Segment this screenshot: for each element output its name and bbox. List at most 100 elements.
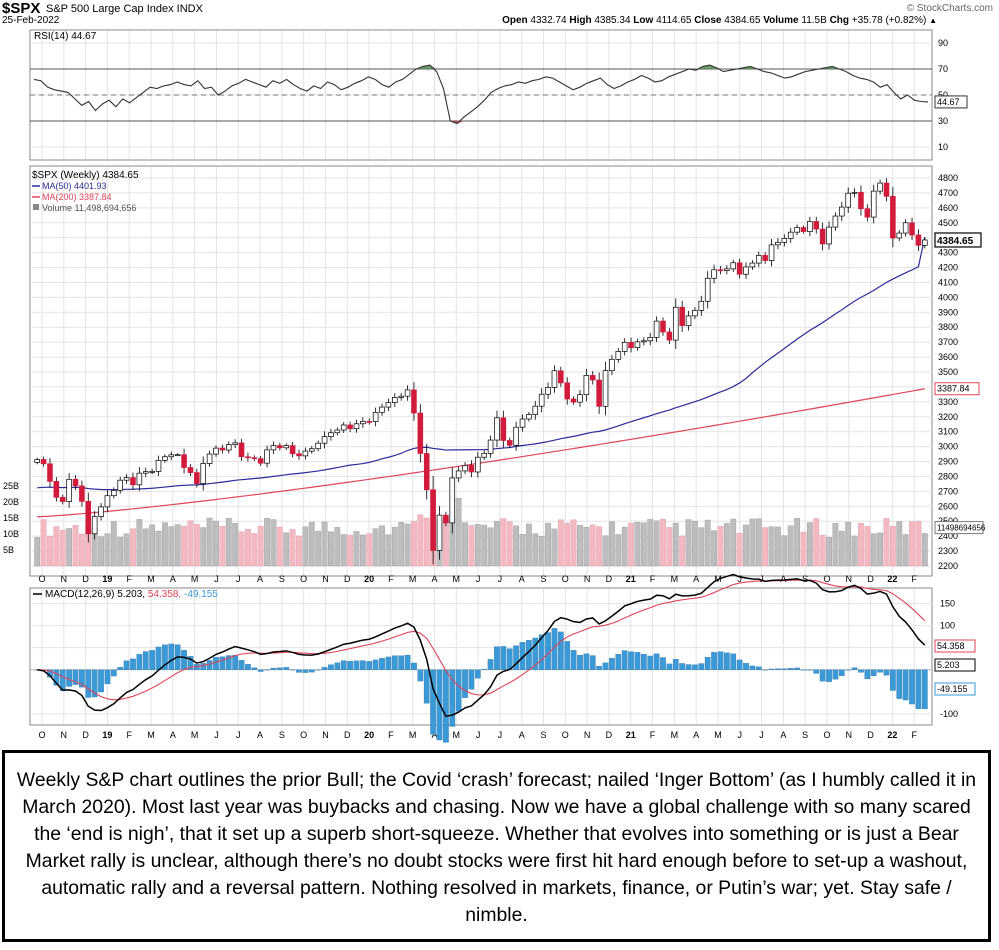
x-tick-label: F [388,574,394,584]
candle-body [877,182,883,192]
macd-histogram-bar [755,666,762,670]
candle-body [366,421,373,423]
volume-legend: Volume 11,498,694,656 [42,203,136,213]
candle-body [257,458,264,464]
macd-histogram-bar [787,668,794,670]
volume-legend-icon [33,204,39,210]
macd-tick-label: -100 [940,709,958,719]
x-tick-label: 22 [887,574,897,584]
price-legend: $SPX (Weekly) 4384.65 [32,170,139,181]
macd-legend-signal: 54.358, [148,589,184,600]
caption-box: Weekly S&P chart outlines the prior Bull… [2,750,991,942]
x-tick-label: A [519,574,525,584]
macd-histogram-bar [366,661,373,670]
volume-bar [583,527,590,567]
volume-value: 11.5B [801,15,827,26]
x-tick-label: S [541,730,547,740]
rsi-legend: RSI(14) 44.67 [34,31,97,42]
macd-histogram-bar [238,659,245,670]
candle-body [347,424,353,430]
candle-body [698,300,705,311]
x-tick-label: D [606,574,613,584]
source-credit[interactable]: © StockCharts.com [906,3,993,14]
volume-bar [660,518,666,567]
macd-histogram-bar [526,640,532,670]
macd-histogram-bar [264,669,270,671]
open-value: 4332.74 [530,15,567,26]
volume-bar [889,526,896,567]
price-tick-label: 4000 [938,292,958,302]
price-tick-label: 3200 [938,412,958,422]
volume-bar [589,524,596,567]
volume-bar [628,522,634,567]
macd-histogram-bar [864,669,871,680]
candle-body [672,306,679,341]
x-tick-label: J [759,730,764,740]
volume-bar [257,525,264,567]
volume-bar [455,498,462,567]
candle-body [219,447,226,451]
rsi-overbought-fill [695,66,703,69]
low-value: 4114.65 [656,15,692,26]
macd-histogram-bar [168,643,175,670]
x-tick-label: J [236,574,241,584]
volume-bar [749,518,756,567]
macd-histogram-bar [807,669,813,671]
volume-bar [775,526,781,567]
candle-body [66,478,72,502]
volume-bar [723,523,730,567]
volume-bar [711,530,717,567]
volume-bar [34,537,41,567]
volume-bar [532,533,539,567]
candle-body [398,395,404,398]
candle-body [123,477,130,481]
volume-bar [858,522,864,567]
x-tick-label: F [650,574,656,584]
candle-body [756,255,762,264]
volume-bar [647,519,654,567]
macd-histogram-bar [577,654,583,670]
candle-body [538,393,545,407]
x-tick-label: A [431,730,437,740]
volume-bar [717,526,724,567]
candle-body [130,477,136,486]
macd-histogram-bar [104,669,111,685]
volume-bar [334,527,341,567]
volume-bar [155,530,162,567]
candle-body [251,457,258,460]
macd-histogram-bar [819,669,826,682]
candle-body [40,459,47,465]
macd-histogram-bar [781,668,788,670]
rsi-overbought-fill [429,65,437,69]
x-tick-label: J [476,730,481,740]
volume-bar [187,520,194,567]
candle-body [468,465,475,473]
candle-body [494,417,500,441]
price-tick-label: 3900 [938,307,958,317]
x-tick-label: A [693,730,699,740]
macd-histogram-bar [474,669,481,679]
price-tick-label: 4700 [938,188,958,198]
volume-bar [379,525,385,567]
candle-body [909,222,915,236]
rsi-line [33,64,929,125]
candle-body [238,442,245,458]
price-tick-label: 2900 [938,457,958,467]
macd-histogram-bar [315,669,321,671]
macd-histogram-bar [870,669,877,677]
macd-histogram-bar [628,651,634,670]
volume-bar [468,525,475,567]
volume-bar [730,518,737,567]
volume-bar [270,519,277,567]
candle-body [513,426,519,446]
x-tick-label: D [82,574,89,584]
volume-bar [679,535,686,567]
macd-histogram-bar [117,667,124,670]
macd-histogram-bar [302,669,309,673]
candle-body [213,447,219,455]
volume-bar [513,525,520,567]
candle-body [768,244,775,261]
x-tick-label: J [738,574,743,584]
x-tick-label: A [257,730,263,740]
candle-body [289,445,296,455]
